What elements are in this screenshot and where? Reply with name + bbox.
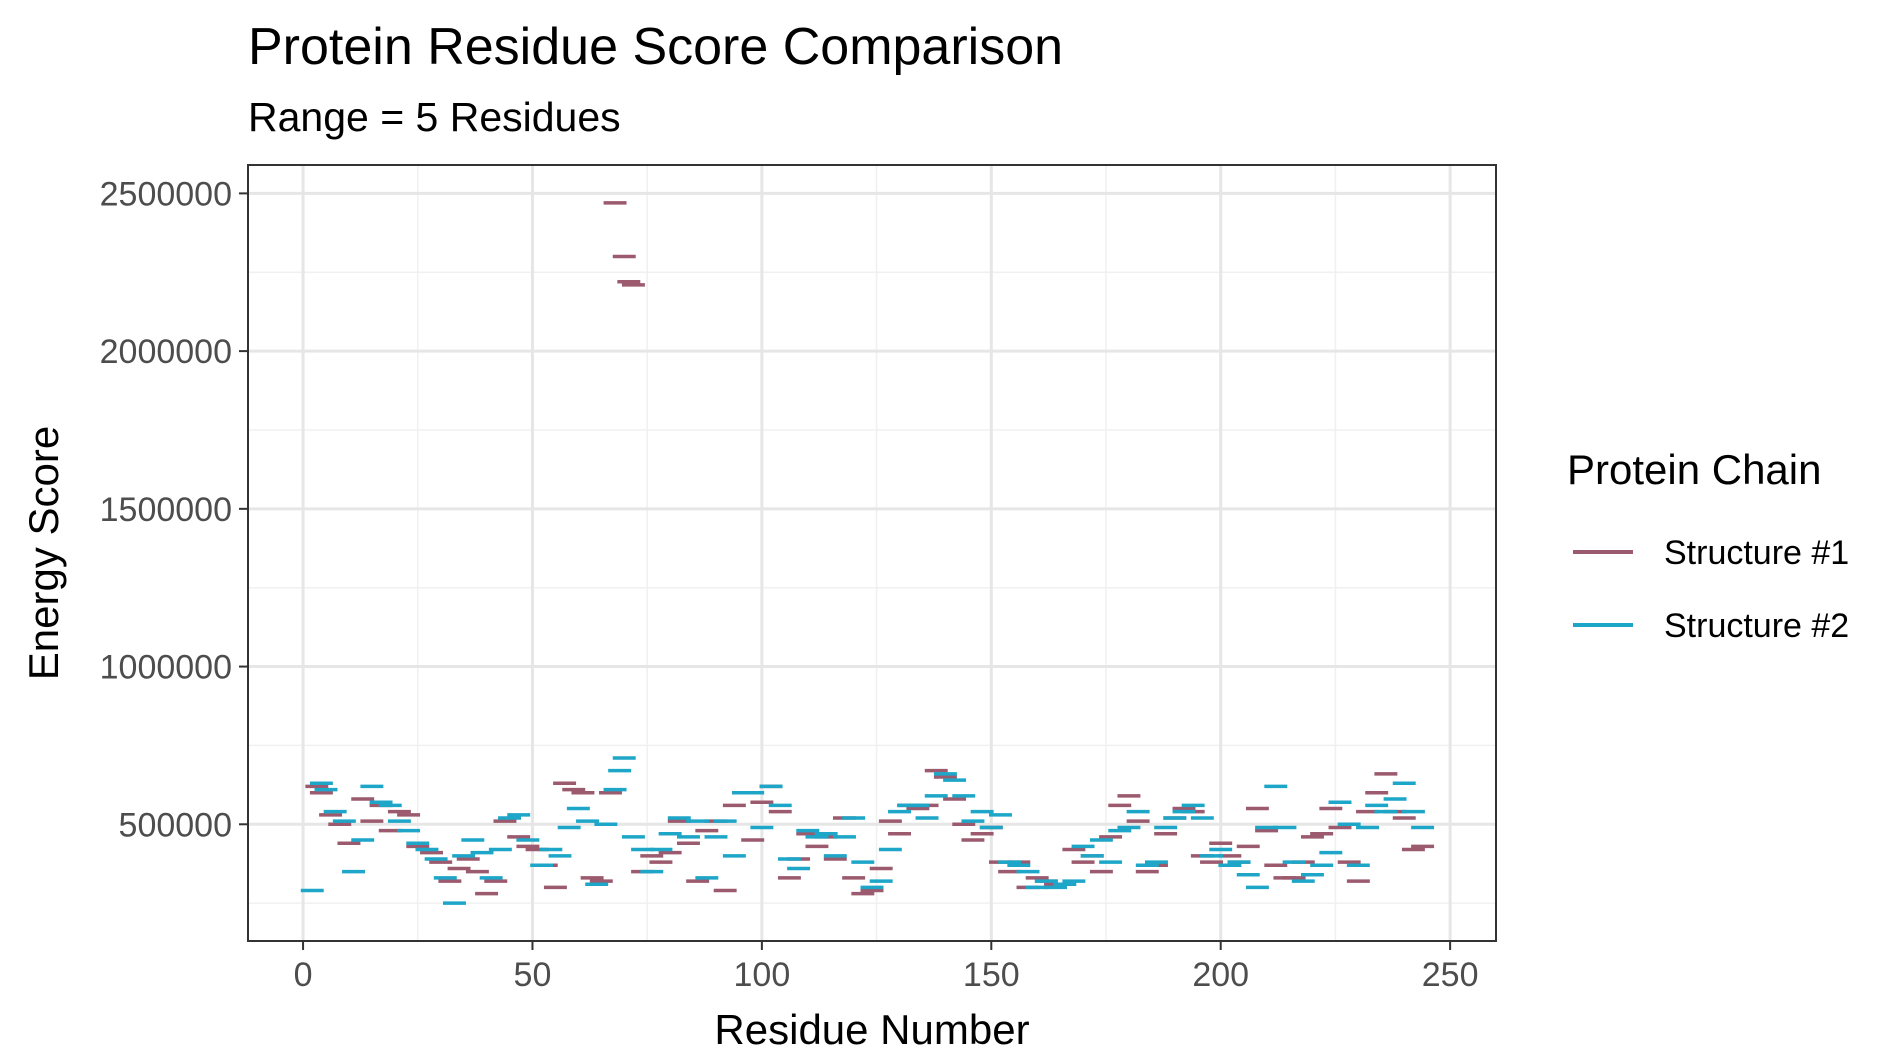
chart-subtitle: Range = 5 Residues [248, 94, 621, 140]
chart-title: Protein Residue Score Comparison [248, 18, 1063, 76]
y-axis: 500000 1000000 1500000 2000000 2500000 [100, 175, 248, 844]
x-tick-label: 250 [1422, 956, 1479, 994]
marks-layer [300, 201, 1435, 905]
plot-panel-background [248, 165, 1496, 941]
x-axis-title: Residue Number [714, 1006, 1029, 1053]
x-tick-label: 200 [1192, 956, 1249, 994]
series-2 [300, 756, 1435, 905]
x-axis: 0 50 100 150 200 250 [294, 941, 1479, 994]
plot-panel-border [247, 164, 1497, 942]
x-tick-label: 50 [514, 956, 552, 994]
x-tick-label: 100 [734, 956, 791, 994]
legend: Protein Chain Structure #1 Structure #2 [1567, 446, 1849, 645]
y-tick-label: 2500000 [100, 175, 232, 213]
grid-layer [248, 165, 1496, 941]
legend-label-structure-2: Structure #2 [1664, 607, 1849, 645]
y-tick-label: 1500000 [100, 491, 232, 529]
x-tick-label: 150 [963, 956, 1020, 994]
x-tick-label: 0 [294, 956, 313, 994]
y-tick-label: 1000000 [100, 649, 232, 687]
legend-title: Protein Chain [1567, 446, 1821, 493]
y-tick-label: 500000 [119, 806, 232, 844]
y-axis-title: Energy Score [20, 426, 67, 680]
y-tick-label: 2000000 [100, 333, 232, 371]
legend-label-structure-1: Structure #1 [1664, 534, 1849, 572]
